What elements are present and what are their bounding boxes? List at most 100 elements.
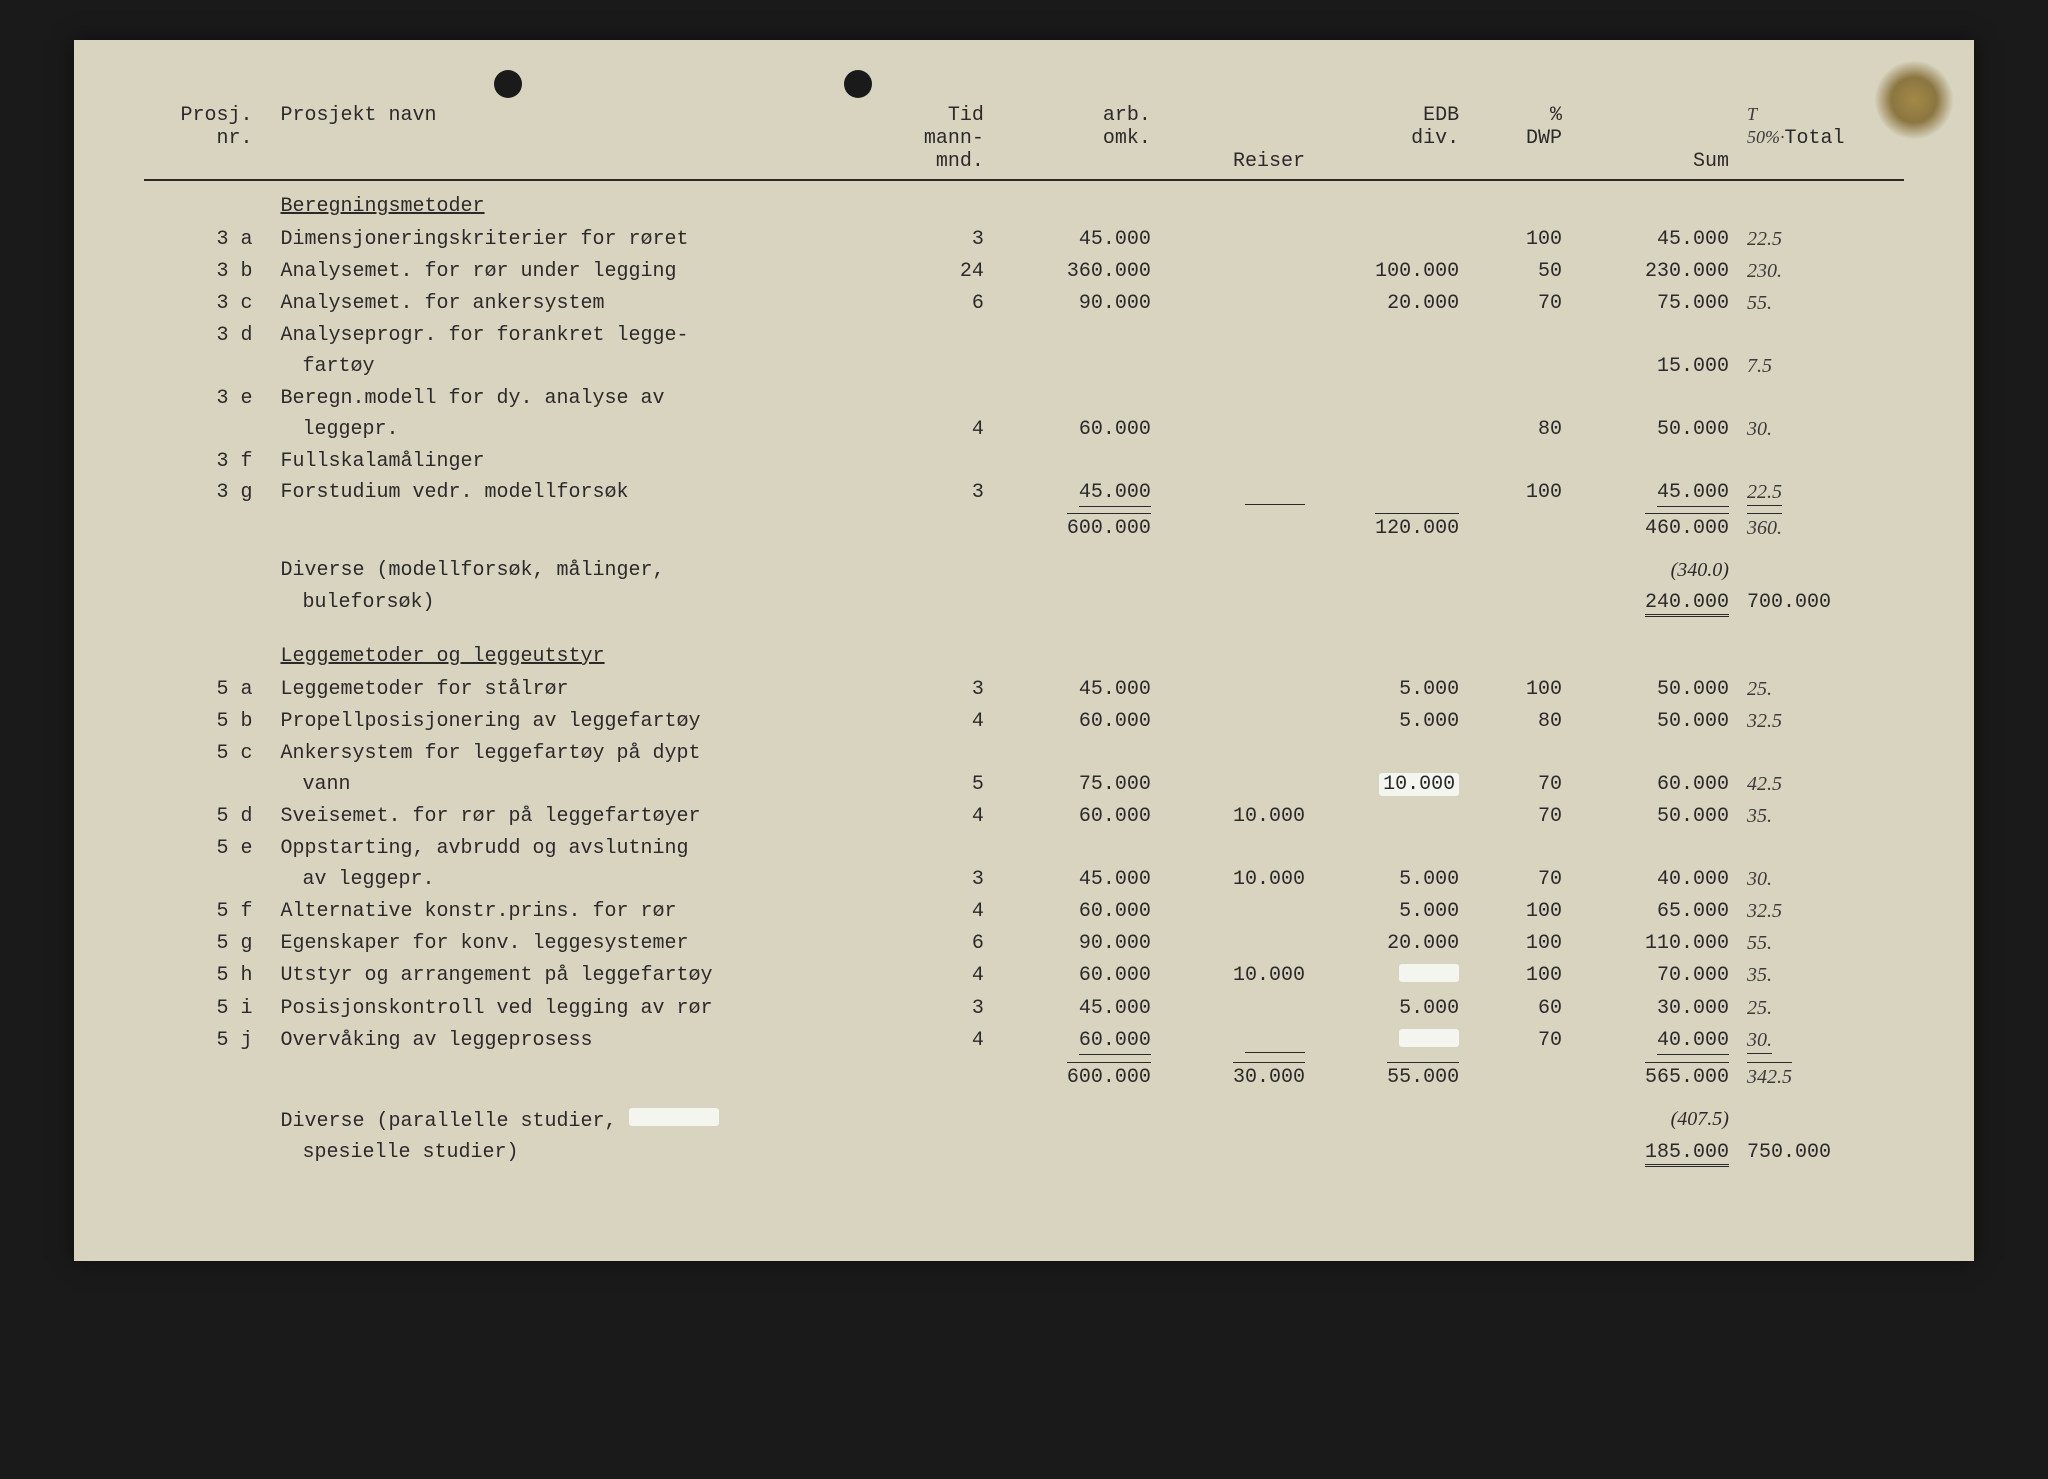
reiser-value bbox=[1159, 256, 1313, 288]
cell bbox=[1570, 833, 1737, 864]
cell bbox=[1467, 1058, 1570, 1094]
cell bbox=[1313, 383, 1467, 414]
cell bbox=[889, 320, 992, 351]
table-row bbox=[144, 1094, 1904, 1104]
handwritten-value: 55. bbox=[1737, 288, 1904, 320]
table-body: Beregningsmetoder3 aDimensjoneringskrite… bbox=[144, 180, 1904, 1181]
diverse-label-cont: spesielle studier) bbox=[272, 1137, 889, 1171]
dwp-value: 50 bbox=[1467, 256, 1570, 288]
cell bbox=[1313, 1137, 1467, 1171]
table-row: 3 aDimensjoneringskriterier for røret345… bbox=[144, 224, 1904, 256]
project-name: Overvåking av leggeprosess bbox=[272, 1025, 889, 1058]
project-nr: 3 c bbox=[144, 288, 272, 320]
cell bbox=[1467, 509, 1570, 545]
tid-value: 4 bbox=[889, 801, 992, 833]
cell bbox=[1159, 833, 1313, 864]
cell bbox=[1737, 738, 1904, 769]
cell bbox=[889, 631, 1904, 674]
cell bbox=[272, 1058, 889, 1094]
table-row: av leggepr.345.00010.0005.0007040.00030. bbox=[144, 864, 1904, 896]
header-tid: Tidmann-mnd. bbox=[889, 100, 992, 180]
header-edb: EDBdiv. bbox=[1313, 100, 1467, 180]
sum-value: 70.000 bbox=[1570, 960, 1737, 993]
cell bbox=[1737, 320, 1904, 351]
project-name: Propellposisjonering av leggefartøy bbox=[272, 706, 889, 738]
table-row: 3 fFullskalamålinger bbox=[144, 446, 1904, 477]
table-row: vann575.00010.0007060.00042.5 bbox=[144, 769, 1904, 801]
arb-value: 45.000 bbox=[992, 224, 1159, 256]
edb-value bbox=[1313, 1025, 1467, 1058]
cell bbox=[992, 320, 1159, 351]
dwp-value: 60 bbox=[1467, 993, 1570, 1025]
arb-value bbox=[992, 351, 1159, 383]
subtotal-edb: 55.000 bbox=[1313, 1058, 1467, 1094]
dwp-value: 70 bbox=[1467, 864, 1570, 896]
table-row: 5 iPosisjonskontroll ved legging av rør3… bbox=[144, 993, 1904, 1025]
handwritten-value: 22.5 bbox=[1737, 477, 1904, 509]
header-name: Prosjekt navn bbox=[272, 100, 889, 180]
reiser-value bbox=[1159, 414, 1313, 446]
document-paper: Prosj.nr. Prosjekt navn Tidmann-mnd. arb… bbox=[74, 40, 1974, 1261]
project-nr: 3 d bbox=[144, 320, 272, 351]
cell bbox=[992, 383, 1159, 414]
cell bbox=[1159, 738, 1313, 769]
edb-value bbox=[1313, 446, 1467, 477]
cell bbox=[1313, 587, 1467, 621]
tid-value: 3 bbox=[889, 993, 992, 1025]
dwp-value: 100 bbox=[1467, 896, 1570, 928]
project-name-cont: av leggepr. bbox=[272, 864, 889, 896]
project-name: Analysemet. for rør under legging bbox=[272, 256, 889, 288]
cell bbox=[144, 1171, 1904, 1181]
edb-value: 5.000 bbox=[1313, 993, 1467, 1025]
cell bbox=[1313, 320, 1467, 351]
cell bbox=[1737, 383, 1904, 414]
reiser-value bbox=[1159, 769, 1313, 801]
project-name-cont: vann bbox=[272, 769, 889, 801]
diverse-row: Diverse (modellforsøk, målinger,(340.0) bbox=[144, 555, 1904, 587]
tid-value: 4 bbox=[889, 414, 992, 446]
tid-value: 3 bbox=[889, 477, 992, 509]
paper-stain bbox=[1874, 60, 1954, 140]
table-row: 5 eOppstarting, avbrudd og avslutning bbox=[144, 833, 1904, 864]
cell bbox=[889, 1137, 992, 1171]
tid-value: 6 bbox=[889, 928, 992, 960]
header-nr: Prosj.nr. bbox=[144, 100, 272, 180]
arb-value: 360.000 bbox=[992, 256, 1159, 288]
reiser-value bbox=[1159, 351, 1313, 383]
cell bbox=[889, 587, 992, 621]
edb-value: 20.000 bbox=[1313, 288, 1467, 320]
handwritten-value: 7.5 bbox=[1737, 351, 1904, 383]
cell bbox=[1737, 833, 1904, 864]
sum-value: 15.000 bbox=[1570, 351, 1737, 383]
project-nr: 3 e bbox=[144, 383, 272, 414]
dwp-value: 100 bbox=[1467, 674, 1570, 706]
diverse-row-2: spesielle studier)185.000750.000 bbox=[144, 1137, 1904, 1171]
sum-value: 50.000 bbox=[1570, 414, 1737, 446]
cell bbox=[1570, 320, 1737, 351]
project-name: Forstudium vedr. modellforsøk bbox=[272, 477, 889, 509]
punch-hole-left bbox=[494, 70, 522, 98]
table-row: 5 aLeggemetoder for stålrør345.0005.0001… bbox=[144, 674, 1904, 706]
cell bbox=[144, 769, 272, 801]
sum-value: 50.000 bbox=[1570, 674, 1737, 706]
cell bbox=[992, 833, 1159, 864]
edb-value bbox=[1313, 414, 1467, 446]
table-row: 5 hUtstyr og arrangement på leggefartøy4… bbox=[144, 960, 1904, 993]
handwritten-value: 30. bbox=[1737, 414, 1904, 446]
cell bbox=[144, 1137, 272, 1171]
cell bbox=[144, 545, 1904, 555]
sum-value: 110.000 bbox=[1570, 928, 1737, 960]
cell bbox=[144, 509, 272, 545]
subtotal-sum: 565.000 bbox=[1570, 1058, 1737, 1094]
section-header-row: Leggemetoder og leggeutstyr bbox=[144, 631, 1904, 674]
diverse-row: Diverse (parallelle studier, (407.5) bbox=[144, 1104, 1904, 1137]
project-name: Leggemetoder for stålrør bbox=[272, 674, 889, 706]
header-reiser: Reiser bbox=[1159, 100, 1313, 180]
project-name: Analysemet. for ankersystem bbox=[272, 288, 889, 320]
reiser-value bbox=[1159, 896, 1313, 928]
cell bbox=[992, 1104, 1159, 1137]
cell bbox=[1313, 555, 1467, 587]
reiser-value bbox=[1159, 706, 1313, 738]
cell bbox=[1467, 1137, 1570, 1171]
section-title: Beregningsmetoder bbox=[272, 180, 889, 224]
